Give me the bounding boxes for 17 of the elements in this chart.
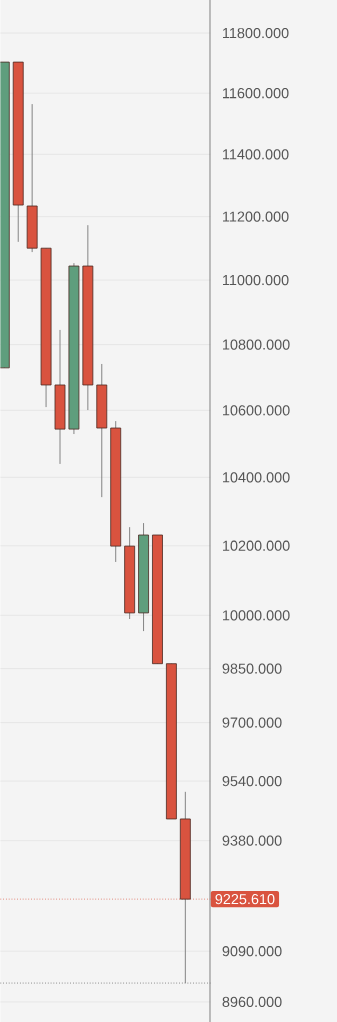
y-tick-label: 9700.000 <box>222 717 282 728</box>
y-tick-label: 11200.000 <box>222 211 289 222</box>
y-tick-label: 9540.000 <box>222 775 282 787</box>
y-tick-label: 11400.000 <box>222 149 289 160</box>
y-tick-label: 10000.000 <box>222 610 290 621</box>
y-tick-label: 9380.000 <box>222 835 282 846</box>
y-tick-label: 10400.000 <box>222 472 290 483</box>
y-tick-label: 8960.000 <box>222 996 282 1008</box>
y-tick-label: 9090.000 <box>222 946 282 957</box>
y-tick-label: 10600.000 <box>222 405 290 416</box>
y-tick-label: 9850.000 <box>222 663 282 674</box>
y-tick-label: 10200.000 <box>222 540 290 551</box>
y-tick-label: 11800.000 <box>222 27 289 39</box>
y-tick-label: 11000.000 <box>222 274 289 286</box>
y-tick-label: 11600.000 <box>222 88 289 99</box>
y-tick-label: 10800.000 <box>222 339 290 350</box>
ref-line-label: 9225.610 <box>215 894 275 905</box>
